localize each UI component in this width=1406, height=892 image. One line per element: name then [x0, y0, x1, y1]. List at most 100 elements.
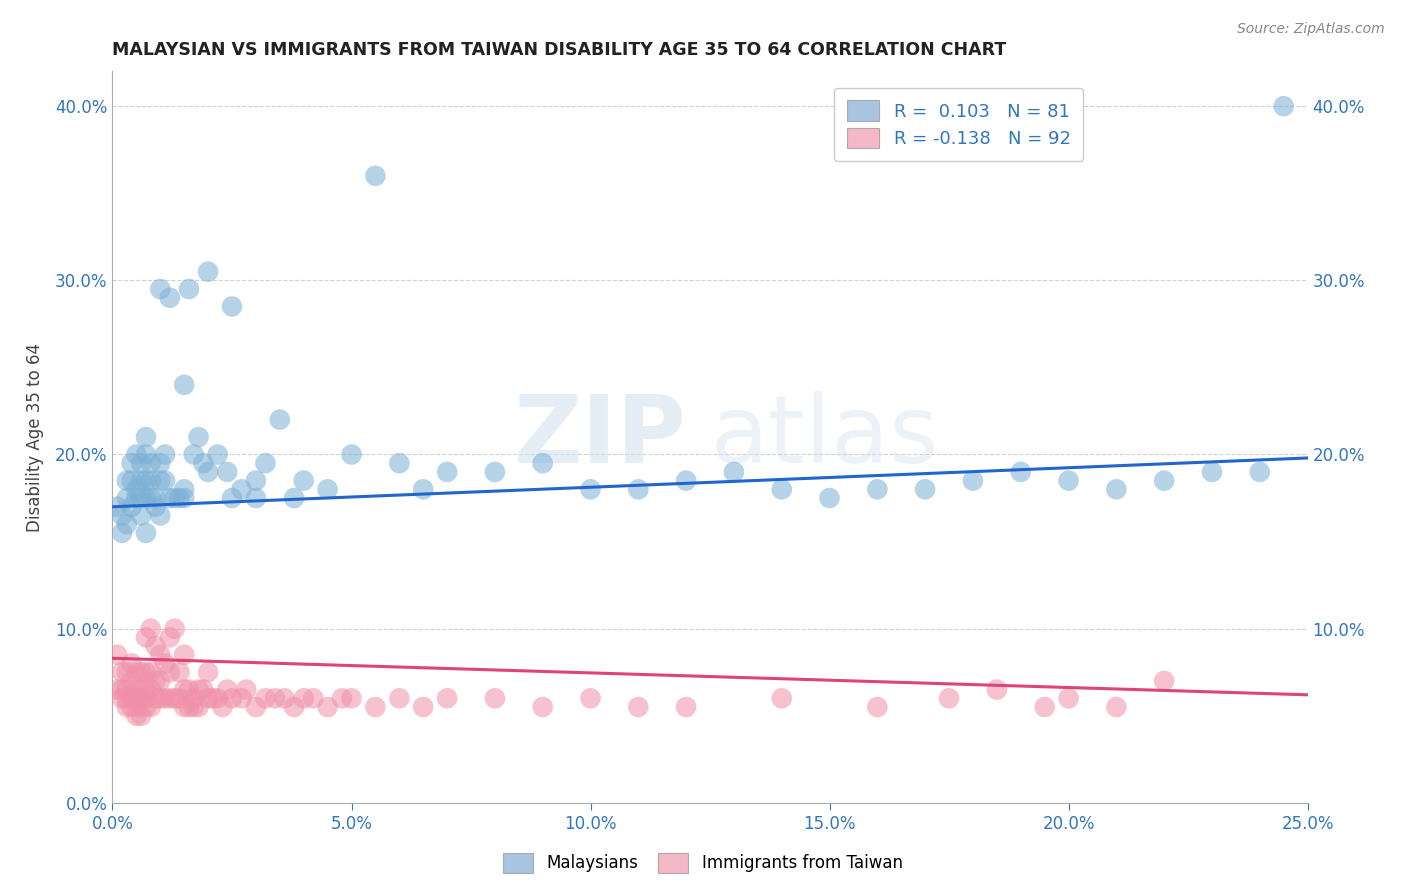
Point [187, 682, 209, 697]
Point [159, 691, 181, 706]
Point [139, 474, 162, 488]
Point [1105, 700, 1128, 714]
Point [125, 700, 148, 714]
Point [159, 665, 181, 680]
Y-axis label: Disability Age 35 to 64: Disability Age 35 to 64 [25, 343, 44, 532]
Legend: R =  0.103   N = 81, R = -0.138   N = 92: R = 0.103 N = 81, R = -0.138 N = 92 [834, 87, 1084, 161]
Point [579, 691, 602, 706]
Point [340, 448, 363, 462]
Point [914, 483, 936, 497]
Point [173, 700, 195, 714]
Point [115, 474, 138, 488]
Point [962, 474, 984, 488]
Point [675, 700, 697, 714]
Point [129, 491, 152, 505]
Point [245, 700, 267, 714]
Point [627, 700, 650, 714]
Point [292, 691, 315, 706]
Point [121, 500, 143, 514]
Point [153, 448, 176, 462]
Point [105, 682, 128, 697]
Point [163, 691, 186, 706]
Point [1105, 483, 1128, 497]
Point [105, 648, 128, 662]
Point [135, 430, 157, 444]
Point [866, 483, 889, 497]
Point [254, 456, 277, 470]
Point [129, 708, 152, 723]
Point [245, 491, 267, 505]
Point [135, 491, 157, 505]
Point [121, 691, 143, 706]
Point [105, 500, 128, 514]
Point [531, 456, 554, 470]
Point [1249, 465, 1271, 479]
Point [221, 491, 243, 505]
Point [197, 665, 219, 680]
Point [153, 657, 176, 671]
Text: ZIP: ZIP [513, 391, 686, 483]
Point [115, 491, 138, 505]
Point [125, 708, 148, 723]
Point [121, 657, 143, 671]
Point [1153, 474, 1175, 488]
Point [207, 448, 229, 462]
Point [221, 691, 243, 706]
Text: MALAYSIAN VS IMMIGRANTS FROM TAIWAN DISABILITY AGE 35 TO 64 CORRELATION CHART: MALAYSIAN VS IMMIGRANTS FROM TAIWAN DISA… [112, 41, 1007, 59]
Point [135, 474, 157, 488]
Point [1272, 99, 1295, 113]
Point [135, 448, 157, 462]
Point [183, 700, 205, 714]
Point [231, 691, 253, 706]
Point [111, 665, 134, 680]
Point [145, 500, 167, 514]
Point [169, 665, 191, 680]
Point [121, 474, 143, 488]
Point [531, 700, 554, 714]
Point [292, 474, 315, 488]
Point [129, 682, 152, 697]
Point [111, 682, 134, 697]
Point [183, 691, 205, 706]
Point [866, 700, 889, 714]
Point [269, 412, 291, 426]
Point [115, 517, 138, 532]
Point [135, 525, 157, 540]
Point [1010, 465, 1032, 479]
Point [153, 691, 176, 706]
Point [121, 456, 143, 470]
Point [579, 483, 602, 497]
Point [173, 648, 195, 662]
Point [770, 691, 793, 706]
Point [149, 456, 172, 470]
Point [330, 691, 353, 706]
Point [149, 508, 172, 523]
Point [173, 483, 195, 497]
Point [254, 691, 277, 706]
Point [264, 691, 287, 706]
Point [111, 508, 134, 523]
Point [177, 282, 200, 296]
Point [159, 291, 181, 305]
Point [316, 483, 339, 497]
Point [412, 700, 434, 714]
Point [135, 691, 157, 706]
Point [484, 691, 506, 706]
Point [183, 448, 205, 462]
Point [302, 691, 325, 706]
Point [723, 465, 745, 479]
Point [139, 491, 162, 505]
Point [139, 700, 162, 714]
Point [115, 691, 138, 706]
Point [111, 691, 134, 706]
Point [139, 622, 162, 636]
Point [125, 448, 148, 462]
Point [364, 700, 387, 714]
Point [388, 691, 411, 706]
Text: Source: ZipAtlas.com: Source: ZipAtlas.com [1237, 22, 1385, 37]
Point [283, 491, 305, 505]
Point [129, 691, 152, 706]
Point [217, 682, 239, 697]
Point [1201, 465, 1223, 479]
Point [412, 483, 434, 497]
